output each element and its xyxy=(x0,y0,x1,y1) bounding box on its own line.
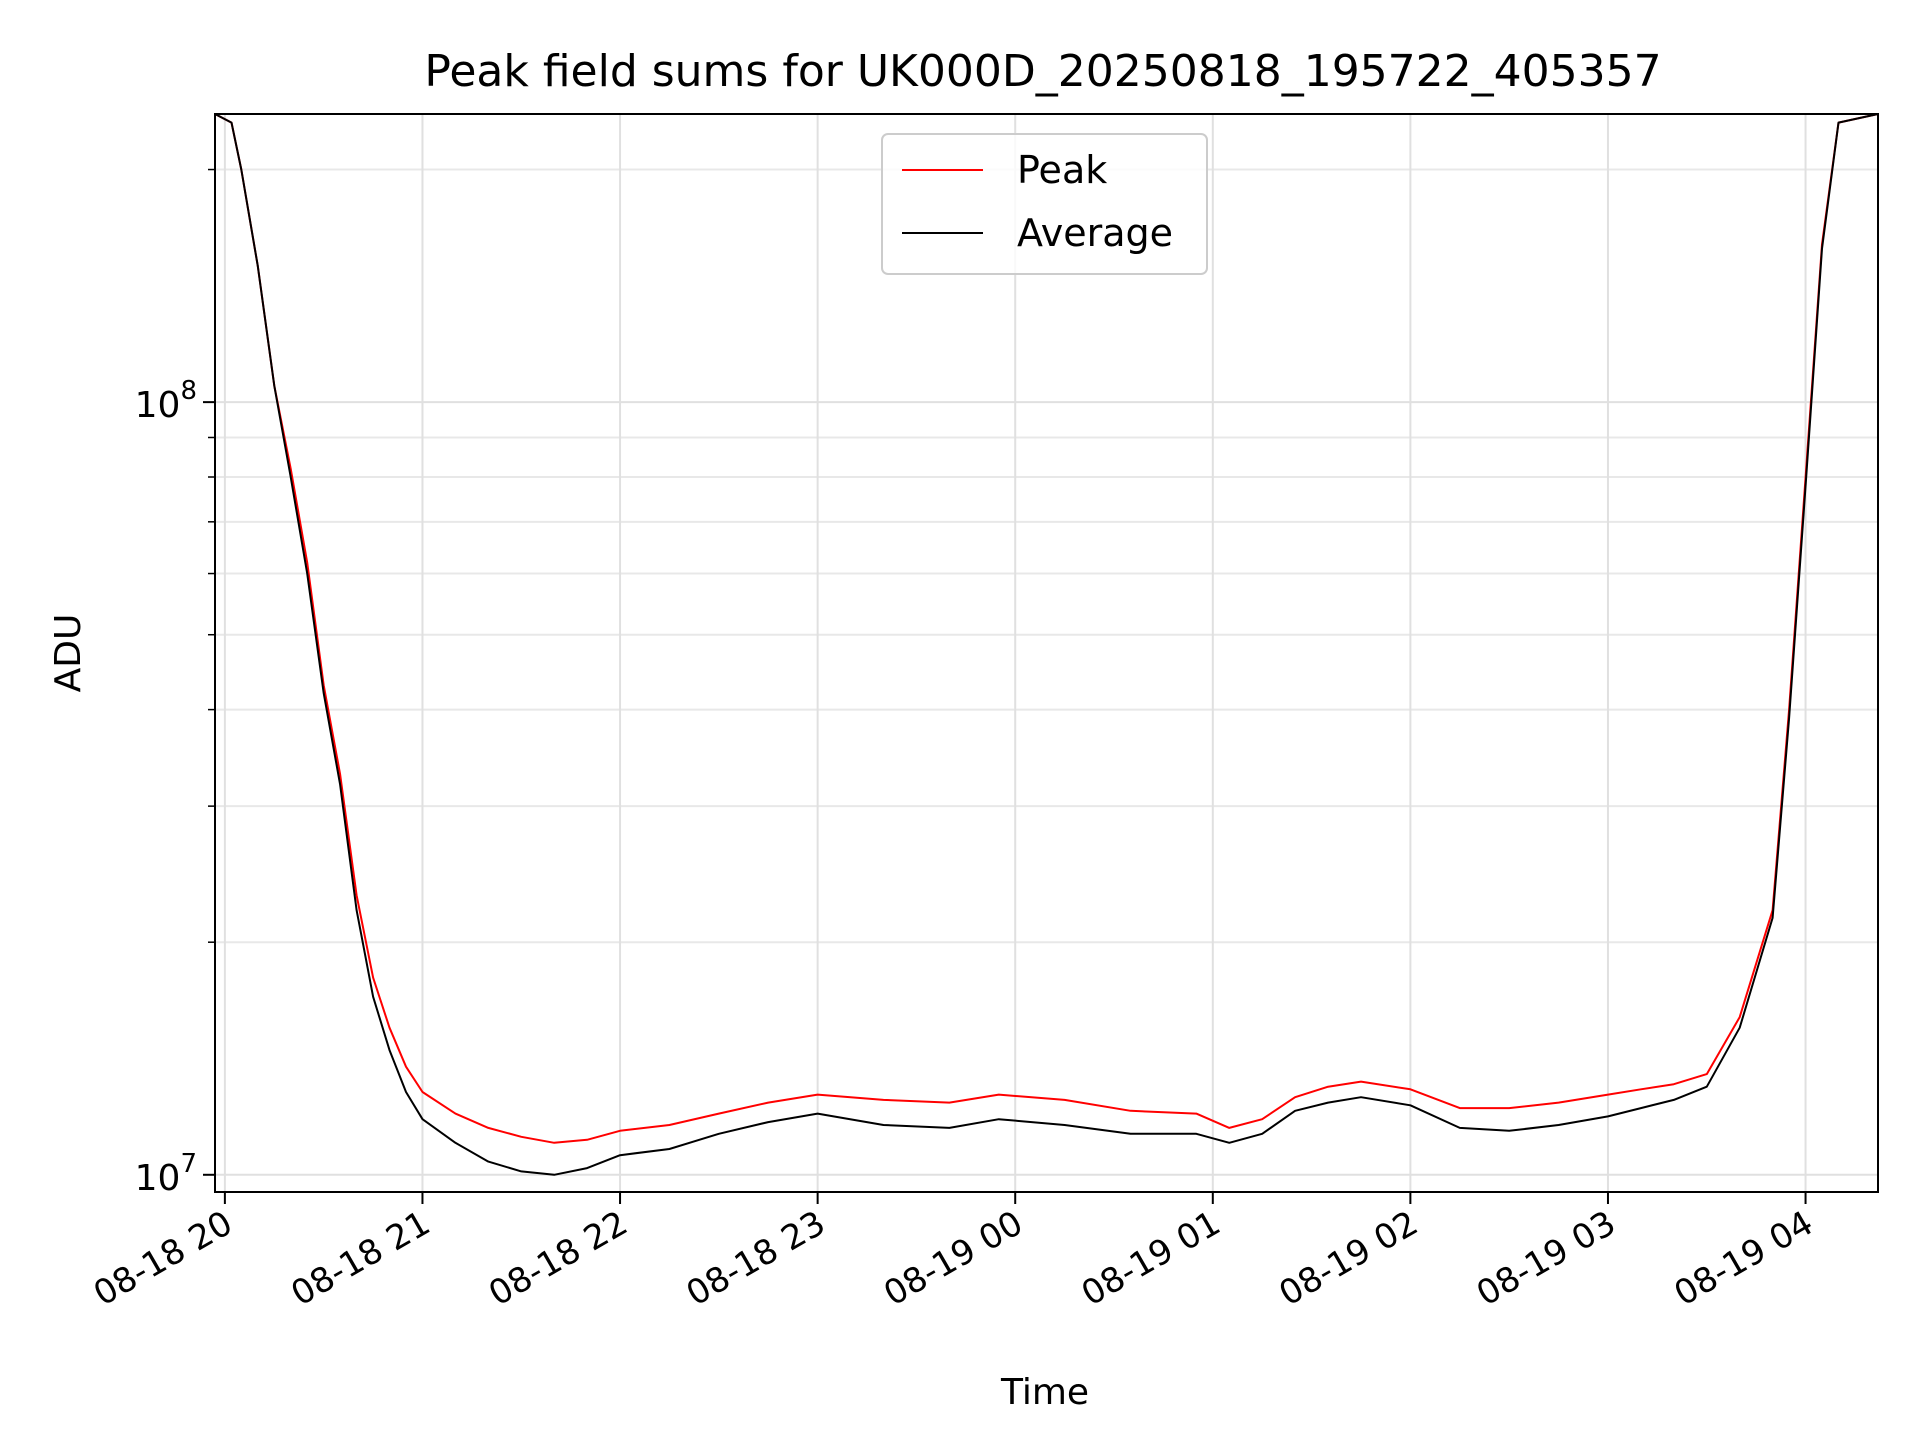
chart-title: Peak field sums for UK000D_20250818_1957… xyxy=(424,46,1661,97)
y-axis-label: ADU xyxy=(48,614,89,693)
legend: Peak Average xyxy=(881,133,1208,275)
plot-series xyxy=(214,113,1879,1176)
series-line-average xyxy=(214,113,1879,1176)
grid xyxy=(215,114,1878,1192)
x-axis-label: Time xyxy=(1000,1372,1089,1413)
legend-label-peak: Peak xyxy=(1017,148,1107,192)
legend-label-average: Average xyxy=(1017,211,1173,255)
y-tick-label: 108 xyxy=(135,376,197,426)
plot-frame xyxy=(214,113,1879,1193)
series-line-peak xyxy=(214,113,1879,1144)
y-tick-label: 107 xyxy=(135,1149,197,1199)
